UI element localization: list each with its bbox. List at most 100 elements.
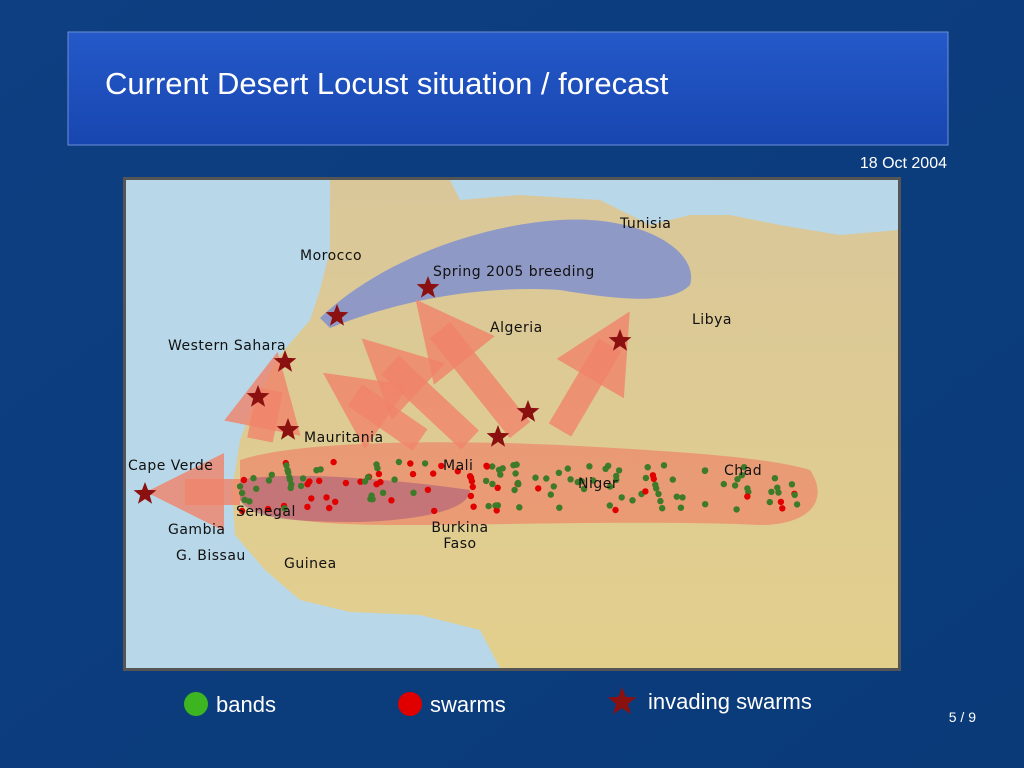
band-dot [774,484,781,491]
band-dot [250,475,257,482]
swarm-dot [238,507,246,515]
map: Tunisia Morocco Spring 2005 breeding Alg… [123,177,901,671]
band-dot [547,491,554,498]
swarm-dot [431,507,438,515]
band-dot [768,488,775,495]
band-dot [669,476,676,483]
band-dot [374,464,381,472]
band-dot [297,482,305,490]
legend-label: swarms [430,692,506,717]
swarm-dot [454,468,461,475]
band-dot [550,483,557,490]
swarm-dot [304,503,311,511]
band-dot [253,485,260,492]
band-dot [701,467,709,475]
band-dot [510,462,517,469]
invading-swarm-star [246,385,270,407]
spring-breeding-area [320,219,692,328]
band-dot [516,504,523,511]
swarm-dot [332,498,339,505]
band-dot [589,477,597,484]
swarm-dot [388,497,395,504]
swarm-dot [407,460,414,467]
map-label: Spring 2005 breeding [433,264,595,280]
band-dot [532,474,539,481]
swarm-dot [483,462,490,469]
swarm-dot [779,505,786,512]
band-dot [793,501,801,508]
band-dot [578,478,585,485]
swarm-dot [240,476,248,484]
band-dot [367,495,374,503]
swarm-dot [494,484,501,491]
band-dot [281,505,288,512]
band-dot [775,489,782,496]
infested-area [240,475,470,522]
map-label: Morocco [300,248,362,264]
swarm-dot [330,458,337,466]
legend-star-icon [607,687,637,715]
swarm-dot [468,478,476,485]
band-dot [580,485,588,493]
band-dot [391,476,398,483]
title: Current Desert Locust situation / foreca… [105,66,669,101]
swarm-dot [342,479,350,487]
title-bar [67,31,949,146]
band-dot [512,470,519,477]
band-dot [586,463,593,470]
band-dot [494,502,502,509]
band-dot [238,489,246,497]
band-dot [246,498,253,505]
band-dot [734,476,741,483]
swarm-dot [308,495,315,502]
map-label: Gambia [168,522,225,538]
band-dot [286,476,294,483]
band-dot [642,474,650,482]
band-dot [677,504,685,511]
legend-bands-icon [184,692,208,716]
invading-swarm-star [273,350,297,372]
band-dot [733,506,740,513]
legend-swarms-icon [398,692,422,716]
band-dot [299,475,307,482]
band-dot [655,490,662,498]
band-dot [515,481,522,488]
band-dot [556,504,563,511]
band-dot [602,465,609,472]
swarm-dot [306,478,313,485]
band-dot [495,466,503,473]
band-dot [236,483,244,490]
swarm-dot [430,470,437,477]
band-dot [489,463,496,470]
invading-swarm-star [325,304,349,326]
legend-label: bands [216,692,276,717]
invading-swarm-star [608,329,632,351]
map-label: Western Sahara [168,338,286,354]
swarm-dot [357,478,364,485]
swarm-dot [469,483,476,491]
band-dot [629,497,636,504]
swarm-dot [377,478,384,486]
map-label-box: Burkina Faso [431,520,488,552]
legend-label: invading swarms [648,689,812,714]
band-dot [657,497,664,505]
band-dot [283,462,290,469]
mediterranean [450,180,898,235]
invading-swarm-star [133,482,157,504]
band-dot [740,464,748,471]
swarm-dot [316,477,323,485]
map-label: G. Bissau [176,548,246,564]
band-dot [287,484,294,492]
band-dot [421,460,429,467]
band-dot [791,491,798,499]
band-dot [679,494,686,501]
band-dot [379,489,387,496]
swarm-dot [642,488,649,495]
map-label: Libya [692,312,732,328]
swarm-dot [409,470,417,478]
swarm-dot [650,475,657,483]
swarm-dot [375,470,383,478]
map-label: Mauritania [304,430,384,446]
band-dot [659,505,666,512]
